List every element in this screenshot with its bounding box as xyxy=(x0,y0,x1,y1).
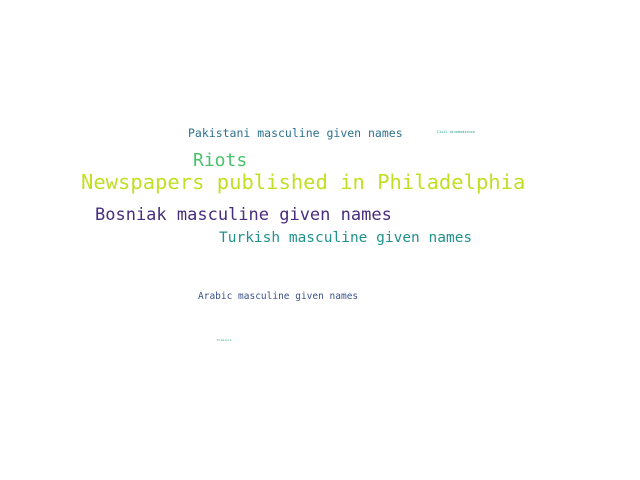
word-riots: Riots xyxy=(193,150,248,171)
word-arabic-masculine-given-names: Arabic masculine given names xyxy=(198,291,359,302)
word-newspapers-published-in-philadelphia: Newspapers published in Philadelphia xyxy=(81,170,526,194)
word-turkish-masculine-given-names: Turkish masculine given names xyxy=(219,230,473,246)
word-premiers: Premiers xyxy=(217,338,232,342)
word-bosniak-masculine-given-names: Bosniak masculine given names xyxy=(95,205,392,225)
word-civil-disobedience: Civil disobedience xyxy=(437,130,475,134)
word-pakistani-masculine-given-names: Pakistani masculine given names xyxy=(188,126,403,140)
